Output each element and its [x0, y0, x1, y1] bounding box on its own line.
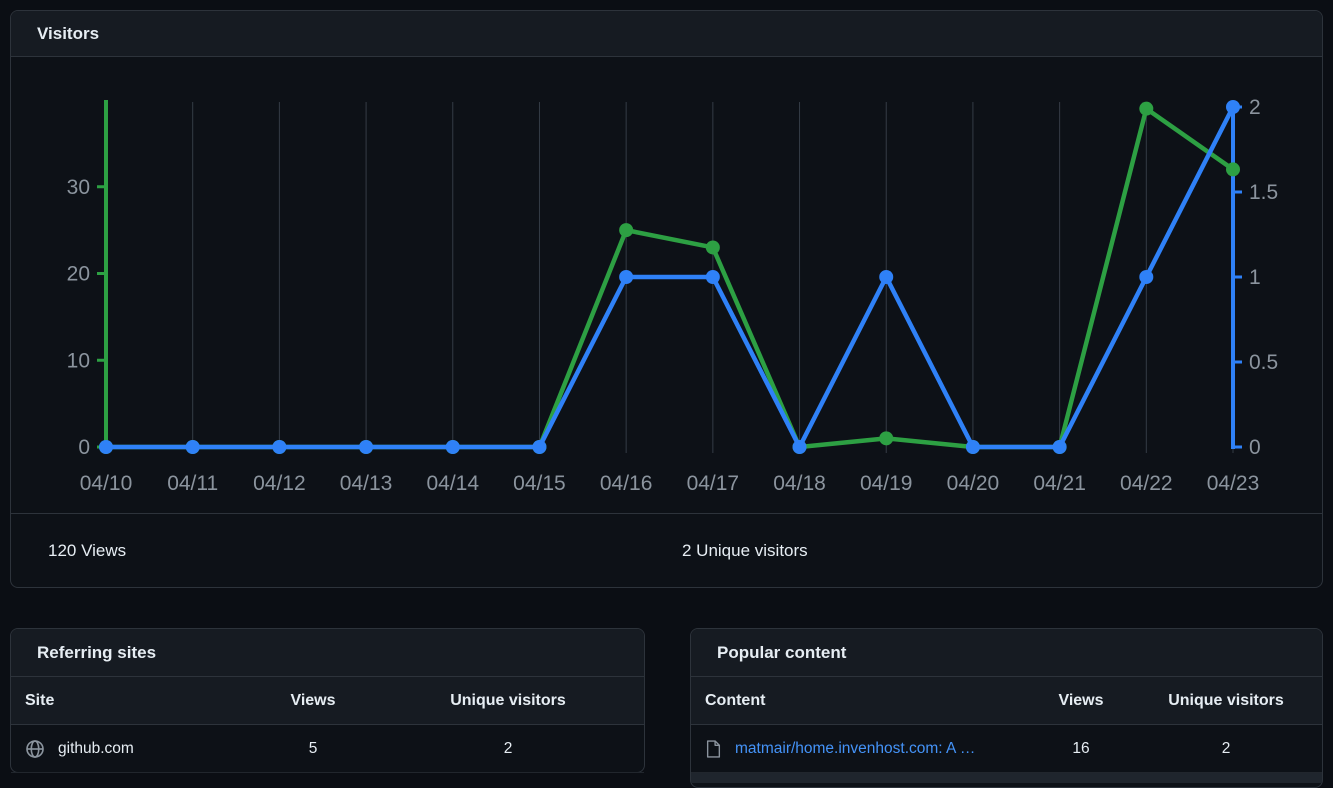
- unique-visitors-series-point: [792, 440, 807, 454]
- referring-sites-header: Referring sites: [11, 629, 644, 677]
- svg-text:04/15: 04/15: [513, 472, 566, 495]
- popular-content-link[interactable]: matmair/home.invenhost.com: A …: [735, 739, 976, 757]
- table-row: matmair/home.invenhost.com: A … 16 2: [691, 725, 1322, 773]
- unique-visitors-series-point: [1226, 100, 1240, 114]
- svg-text:04/21: 04/21: [1033, 472, 1086, 495]
- svg-text:10: 10: [67, 349, 90, 372]
- svg-text:04/14: 04/14: [426, 472, 479, 495]
- unique-visitors-series-point: [272, 440, 287, 454]
- referring-site-views: 5: [308, 739, 318, 757]
- views-series-point: [619, 223, 634, 238]
- unique-visitors-series-point: [879, 270, 894, 284]
- unique-visitors-series-point: [99, 440, 113, 454]
- column-header-views: Views: [1058, 691, 1104, 709]
- column-header-unique-visitors: Unique visitors: [450, 691, 566, 709]
- visitors-card-header: Visitors: [11, 11, 1322, 57]
- svg-text:04/13: 04/13: [340, 472, 393, 495]
- column-header-unique-visitors: Unique visitors: [1168, 691, 1284, 709]
- unique-visitors-series-point: [1052, 440, 1067, 454]
- x-axis-labels: 04/10 04/11 04/12 04/13 04/14 04/15 04/16 04/17…: [80, 472, 1260, 495]
- visitors-chart: 04/10 04/11 04/12 04/13 04/14 04/15 04/16 04/17…: [67, 96, 1279, 495]
- referring-sites-card: Referring sites Site Views Unique visito…: [10, 628, 645, 773]
- svg-text:04/22: 04/22: [1120, 472, 1173, 495]
- views-series-point: [1139, 101, 1154, 116]
- referring-site-unique: 2: [503, 739, 513, 757]
- svg-text:30: 30: [67, 176, 90, 199]
- svg-text:04/18: 04/18: [773, 472, 826, 495]
- referring-sites-column-headers: Site Views Unique visitors: [11, 677, 644, 725]
- views-series-point: [879, 431, 894, 446]
- column-header-views: Views: [290, 691, 336, 709]
- visitors-card-title: Visitors: [37, 23, 100, 43]
- visitors-card: Visitors 04/10 04/11 04/12 04/13 04/14 04/15 0…: [10, 10, 1323, 588]
- views-series-point: [1226, 162, 1240, 177]
- next-row-partially-visible: [691, 773, 1322, 783]
- unique-visitors-series-point: [185, 440, 200, 454]
- svg-text:1.5: 1.5: [1249, 181, 1278, 204]
- unique-visitors-series-point: [619, 270, 634, 284]
- unique-visitors-series-point: [965, 440, 980, 454]
- popular-content-views: 16: [1072, 739, 1090, 757]
- unique-visitors-series-point: [445, 440, 460, 454]
- svg-text:04/11: 04/11: [167, 472, 218, 495]
- total-views-stat: 120 Views: [48, 541, 127, 560]
- svg-text:04/17: 04/17: [687, 472, 740, 495]
- svg-text:04/12: 04/12: [253, 472, 306, 495]
- column-header-site: Site: [25, 691, 55, 709]
- unique-visitors-series-point: [359, 440, 374, 454]
- svg-text:04/23: 04/23: [1207, 472, 1260, 495]
- table-row: github.com 5 2: [11, 725, 644, 773]
- svg-text:04/19: 04/19: [860, 472, 913, 495]
- svg-text:04/10: 04/10: [80, 472, 133, 495]
- svg-text:0.5: 0.5: [1249, 351, 1278, 374]
- unique-visitors-series-point: [532, 440, 547, 454]
- popular-content-card: Popular content Content Views Unique vis…: [690, 628, 1323, 788]
- file-icon: [705, 739, 722, 759]
- referring-site-name: github.com: [58, 739, 134, 757]
- popular-content-column-headers: Content Views Unique visitors: [691, 677, 1322, 725]
- unique-visitors-series-point: [1139, 270, 1154, 284]
- svg-text:04/16: 04/16: [600, 472, 653, 495]
- svg-text:1: 1: [1249, 266, 1261, 289]
- popular-content-unique: 2: [1221, 739, 1231, 757]
- svg-text:2: 2: [1249, 96, 1261, 119]
- svg-text:20: 20: [67, 263, 90, 286]
- popular-content-title: Popular content: [717, 642, 847, 662]
- svg-text:0: 0: [1249, 436, 1261, 459]
- visitors-stats-row: 120 Views 2 Unique visitors: [11, 513, 1322, 588]
- unique-visitors-series[interactable]: [99, 100, 1240, 454]
- globe-icon: [25, 739, 45, 759]
- column-header-content: Content: [705, 691, 766, 709]
- views-series-point: [705, 240, 720, 255]
- svg-text:0: 0: [78, 436, 90, 459]
- left-axis: 0 10 20 30: [67, 100, 108, 459]
- total-unique-visitors-stat: 2 Unique visitors: [682, 541, 808, 560]
- popular-content-header: Popular content: [691, 629, 1322, 677]
- right-axis: 0 0.5 1 1.5 2: [1231, 96, 1278, 459]
- svg-text:04/20: 04/20: [947, 472, 1000, 495]
- referring-sites-title: Referring sites: [37, 642, 157, 662]
- unique-visitors-series-point: [705, 270, 720, 284]
